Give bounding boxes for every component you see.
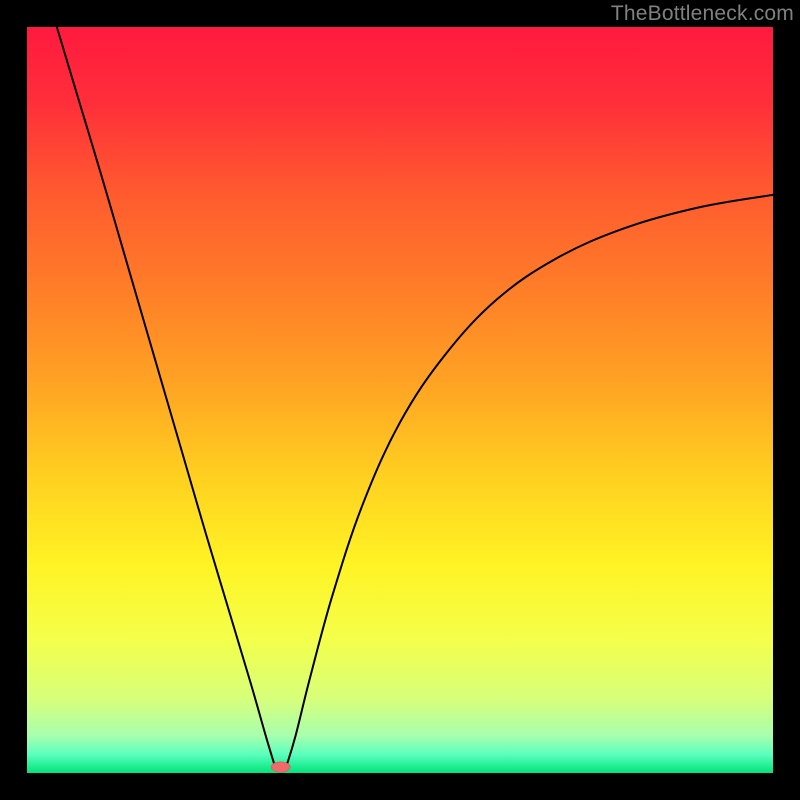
- minimum-marker: [271, 762, 290, 772]
- plot-svg: [27, 27, 773, 773]
- watermark-text: TheBottleneck.com: [611, 2, 794, 26]
- plot-area: [27, 27, 773, 773]
- gradient-background: [27, 27, 773, 773]
- chart-frame: TheBottleneck.com: [0, 0, 800, 800]
